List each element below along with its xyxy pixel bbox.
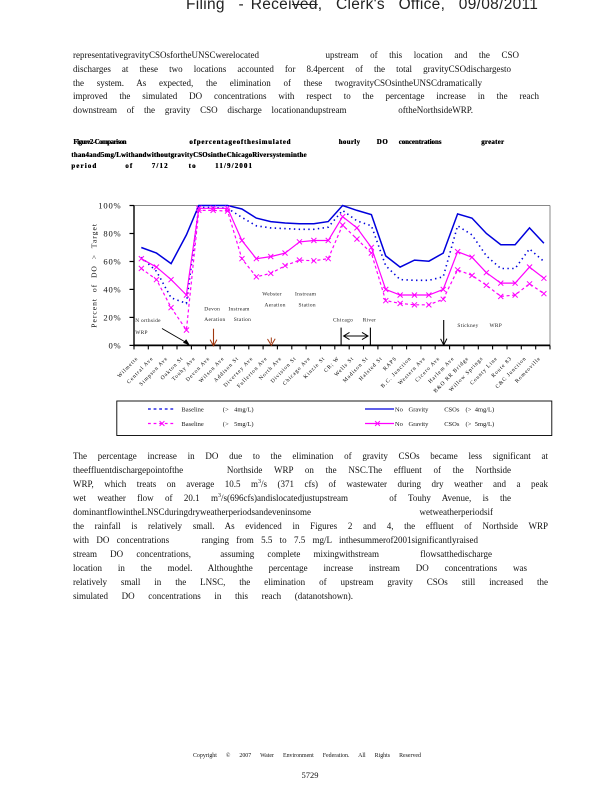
- svg-text:40%: 40%: [103, 284, 121, 294]
- svg-text:Stickney: Stickney: [457, 323, 478, 329]
- svg-text:100%: 100%: [98, 200, 121, 210]
- svg-text:Gravity: Gravity: [409, 421, 430, 428]
- svg-text:Station: Station: [299, 302, 316, 308]
- svg-text:CSOs: CSOs: [444, 421, 460, 428]
- svg-text:N orthside: N orthside: [135, 318, 161, 324]
- svg-text:Aeration: Aeration: [265, 302, 286, 308]
- svg-text:(>: (>: [466, 406, 472, 413]
- svg-text:4mg/L): 4mg/L): [234, 406, 254, 413]
- svg-text:Baseline: Baseline: [181, 406, 203, 413]
- svg-text:No: No: [395, 421, 403, 428]
- svg-text:60%: 60%: [103, 256, 121, 266]
- svg-text:20%: 20%: [103, 312, 121, 322]
- svg-text:Chicago: Chicago: [333, 318, 353, 324]
- svg-text:CSOs: CSOs: [444, 406, 460, 413]
- svg-text:5mg/L): 5mg/L): [234, 421, 254, 428]
- svg-text:(>: (>: [466, 421, 472, 428]
- svg-text:Aeration: Aeration: [204, 317, 225, 323]
- svg-text:5mg/L): 5mg/L): [475, 421, 495, 428]
- svg-text:4mg/L): 4mg/L): [475, 406, 495, 413]
- svg-text:Webster: Webster: [262, 292, 282, 298]
- svg-text:Percent of DO > Target: Percent of DO > Target: [90, 223, 99, 328]
- svg-text:WRP: WRP: [490, 323, 503, 329]
- svg-text:(>: (>: [223, 406, 229, 413]
- svg-text:Gravity: Gravity: [409, 406, 430, 413]
- svg-text:Devon: Devon: [204, 307, 220, 313]
- svg-text:80%: 80%: [103, 228, 121, 238]
- svg-text:River: River: [363, 318, 376, 324]
- svg-text:Instream: Instream: [228, 307, 250, 313]
- svg-text:0%: 0%: [108, 340, 121, 350]
- svg-text:No: No: [395, 406, 403, 413]
- svg-text:Baseline: Baseline: [181, 421, 203, 428]
- svg-text:(>: (>: [223, 421, 229, 428]
- svg-text:Station: Station: [234, 317, 251, 323]
- svg-text:Instream: Instream: [295, 292, 317, 298]
- svg-text:WRP: WRP: [135, 330, 148, 336]
